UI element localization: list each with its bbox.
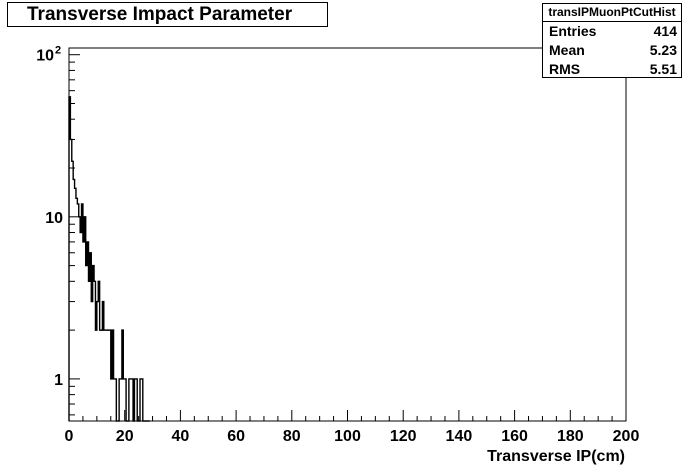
stats-row-entries: Entries 414 <box>543 22 681 41</box>
stats-row-mean: Mean 5.23 <box>543 41 681 60</box>
x-tick-label: 40 <box>172 428 190 445</box>
x-tick-label: 140 <box>446 428 473 445</box>
chart-title-text: Transverse Impact Parameter <box>27 3 293 25</box>
stats-label: RMS <box>549 61 581 77</box>
x-tick-label: 100 <box>334 428 361 445</box>
stats-value: 5.23 <box>649 42 677 58</box>
y-tick-label: 1 <box>54 372 63 389</box>
x-tick-label: 200 <box>613 428 640 445</box>
stats-row-rms: RMS 5.51 <box>543 60 681 79</box>
y-tick-label: 10 <box>45 210 63 227</box>
plot-frame <box>68 47 627 422</box>
stats-box: transIPMuonPtCutHist Entries 414 Mean 5.… <box>542 3 682 78</box>
x-tick-label: 120 <box>390 428 417 445</box>
x-tick-label: 180 <box>557 428 584 445</box>
x-axis-label: Transverse IP(cm) <box>487 448 625 465</box>
y-tick-label: 10 <box>36 48 54 65</box>
stats-label: Mean <box>549 42 585 58</box>
y-tick-exponent: 2 <box>55 45 61 57</box>
stats-value: 414 <box>653 23 677 39</box>
stats-label: Entries <box>549 23 597 39</box>
chart-title: Transverse Impact Parameter <box>7 2 328 27</box>
stats-value: 5.51 <box>649 61 677 77</box>
x-tick-label: 160 <box>501 428 528 445</box>
stats-hist-name: transIPMuonPtCutHist <box>543 4 681 22</box>
x-tick-label: 80 <box>283 428 301 445</box>
histogram-line <box>68 96 150 422</box>
x-tick-label: 20 <box>116 428 134 445</box>
x-tick-label: 0 <box>65 428 74 445</box>
x-tick-label: 60 <box>227 428 245 445</box>
